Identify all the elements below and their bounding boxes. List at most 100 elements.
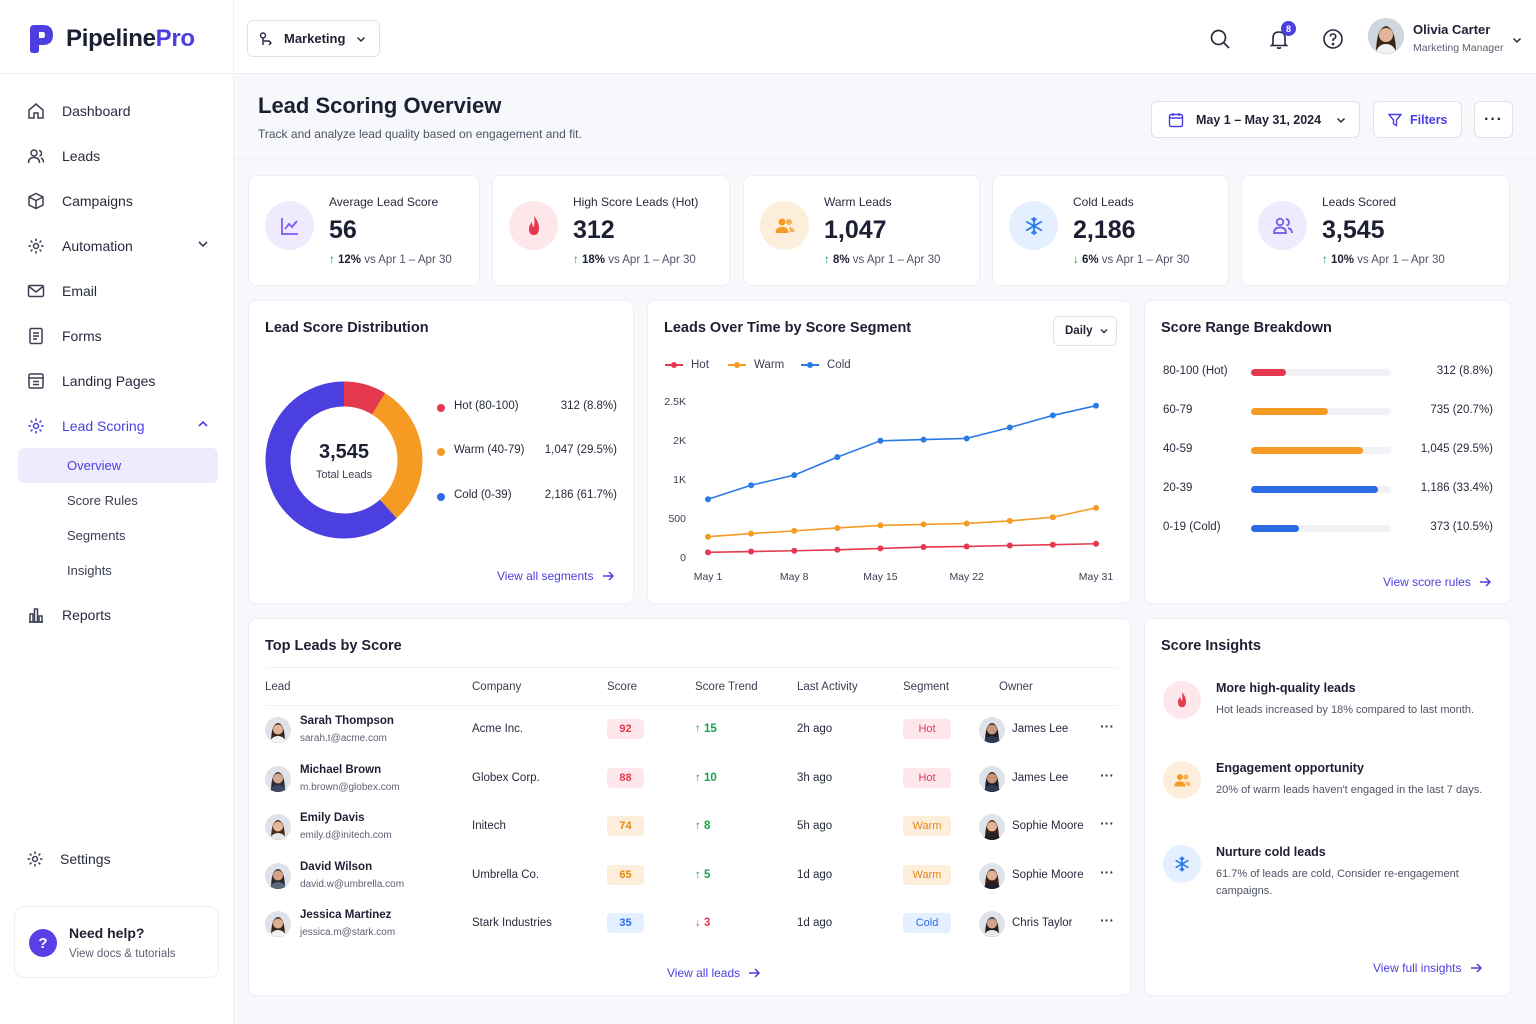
row-menu-button[interactable]: ··· [1100, 815, 1114, 831]
subnav-item-insights[interactable]: Insights [67, 563, 112, 578]
sidebar-item-email[interactable]: Email [18, 268, 218, 313]
last-activity: 3h ago [797, 771, 833, 784]
data-point-warm[interactable] [1006, 517, 1013, 524]
table-row[interactable]: David Wilson david.w@umbrella.com Umbrella… [249, 852, 1129, 900]
row-menu-button[interactable]: ··· [1100, 863, 1114, 880]
range-label: 0-19 (Cold) [1163, 521, 1221, 533]
help-card[interactable]: ? Need help? View docs & tutorials [14, 906, 219, 978]
more-options-button[interactable]: ··· [1474, 101, 1513, 138]
legend-line-cold [801, 362, 819, 368]
data-point-warm[interactable] [834, 524, 841, 531]
data-point-warm[interactable] [920, 521, 927, 528]
data-point-cold[interactable] [1049, 412, 1056, 419]
sidebar-item-landing-pages[interactable]: Landing Pages [18, 358, 218, 403]
table-row[interactable]: Michael Brown m.brown@globex.com Globex Co… [249, 755, 1129, 803]
sidebar-item-forms[interactable]: Forms [18, 313, 218, 358]
sidebar-item-campaigns[interactable]: Campaigns [18, 178, 218, 223]
arrow-right-icon [749, 968, 761, 978]
subnav-item-segments[interactable]: Segments [67, 528, 126, 543]
data-point-cold[interactable] [1093, 402, 1099, 409]
data-point-hot[interactable] [963, 543, 970, 550]
period-select[interactable]: Daily [1053, 316, 1117, 346]
lead-name[interactable]: Michael Brown [300, 763, 382, 776]
lead-name[interactable]: David Wilson [300, 860, 373, 873]
owner-avatar [979, 911, 1005, 937]
column-header-score-trend[interactable]: Score Trend [695, 681, 758, 693]
data-point-warm[interactable] [748, 530, 755, 537]
filters-button[interactable]: Filters [1373, 101, 1462, 138]
donut-slice-2[interactable] [265, 381, 397, 539]
data-point-cold[interactable] [920, 436, 927, 443]
table-row[interactable]: Emily Davis emily.d@initech.com Initech 74 ↑… [249, 803, 1129, 851]
row-menu-button[interactable]: ··· [1100, 912, 1114, 928]
data-point-cold[interactable] [963, 435, 970, 442]
table-row[interactable]: Sarah Thompson sarah.t@acme.com Acme Inc. 9… [249, 706, 1129, 754]
view-all-segments-link[interactable]: View all segments [497, 569, 615, 583]
row-menu-button[interactable]: ··· [1100, 718, 1114, 734]
sidebar-item-lead-scoring[interactable]: Lead Scoring [18, 403, 218, 448]
subnav-item-overview[interactable]: Overview [18, 448, 218, 483]
data-point-warm[interactable] [705, 533, 711, 540]
lead-name[interactable]: Emily Davis [300, 812, 365, 824]
sidebar-item-leads[interactable]: Leads [18, 133, 218, 178]
legend-dot [437, 493, 445, 501]
lead-email: m.brown@globex.com [300, 781, 400, 793]
subnav-item-score-rules[interactable]: Score Rules [67, 493, 138, 508]
data-point-warm[interactable] [1049, 514, 1056, 521]
data-point-hot[interactable] [920, 544, 927, 551]
row-menu-button[interactable]: ··· [1100, 766, 1114, 783]
column-header-segment[interactable]: Segment [903, 681, 950, 693]
data-point-cold[interactable] [877, 437, 884, 444]
help-circle-icon[interactable] [1322, 28, 1344, 50]
column-header-last-activity[interactable]: Last Activity [797, 681, 858, 693]
table-row[interactable]: Jessica Martinez jessica.m@stark.com Stark… [249, 900, 1129, 948]
data-point-hot[interactable] [1006, 542, 1013, 549]
column-header-company[interactable]: Company [472, 681, 522, 693]
logo[interactable]: PipelinePro [26, 22, 195, 56]
data-point-warm[interactable] [877, 522, 884, 529]
data-point-hot[interactable] [1049, 541, 1056, 548]
data-point-hot[interactable] [705, 549, 711, 556]
sidebar-item-settings[interactable]: Settings [26, 850, 111, 868]
column-header-lead[interactable]: Lead [265, 681, 291, 693]
sidebar-item-dashboard[interactable]: Dashboard [18, 88, 218, 133]
home-icon [26, 101, 46, 121]
data-point-cold[interactable] [748, 482, 755, 489]
lead-name[interactable]: Sarah Thompson [300, 715, 394, 727]
data-point-cold[interactable] [791, 472, 798, 479]
data-point-warm[interactable] [1093, 504, 1099, 511]
series-line-cold [707, 404, 1097, 501]
lead-name[interactable]: Jessica Martinez [300, 909, 392, 921]
range-track [1251, 486, 1391, 493]
data-point-hot[interactable] [791, 547, 798, 554]
view-full-insights-link[interactable]: View full insights [1373, 961, 1483, 975]
sidebar-item-automation[interactable]: Automation [18, 223, 218, 268]
sidebar-item-reports[interactable]: Reports [18, 592, 218, 637]
data-point-hot[interactable] [834, 546, 841, 553]
view-score-rules-link[interactable]: View score rules [1383, 575, 1492, 589]
data-point-hot[interactable] [748, 548, 755, 555]
cog-icon [26, 416, 46, 436]
avatar [1368, 18, 1404, 54]
data-point-warm[interactable] [791, 527, 798, 534]
data-point-hot[interactable] [1093, 540, 1099, 547]
view-all-leads-link[interactable]: View all leads [667, 966, 761, 980]
data-point-hot[interactable] [877, 545, 884, 552]
chevron-down-icon[interactable] [196, 237, 210, 251]
notifications-button[interactable]: 8 [1268, 21, 1296, 50]
data-point-cold[interactable] [1006, 424, 1013, 431]
user-menu[interactable]: Olivia Carter Marketing Manager [1368, 18, 1528, 58]
chevron-up-icon[interactable] [196, 417, 210, 431]
donut-slice-0[interactable] [343, 381, 386, 415]
column-header-score[interactable]: Score [607, 681, 638, 693]
date-range-picker[interactable]: May 1 – May 31, 2024 [1151, 101, 1360, 138]
range-bar [1251, 447, 1363, 454]
donut-slice-1[interactable] [371, 393, 423, 519]
search-icon[interactable] [1209, 28, 1231, 50]
column-header-owner[interactable]: Owner [999, 681, 1033, 693]
avatar [265, 814, 291, 840]
data-point-warm[interactable] [963, 520, 970, 527]
workspace-select[interactable]: Marketing [247, 20, 380, 57]
data-point-cold[interactable] [834, 454, 841, 461]
data-point-cold[interactable] [705, 496, 711, 503]
